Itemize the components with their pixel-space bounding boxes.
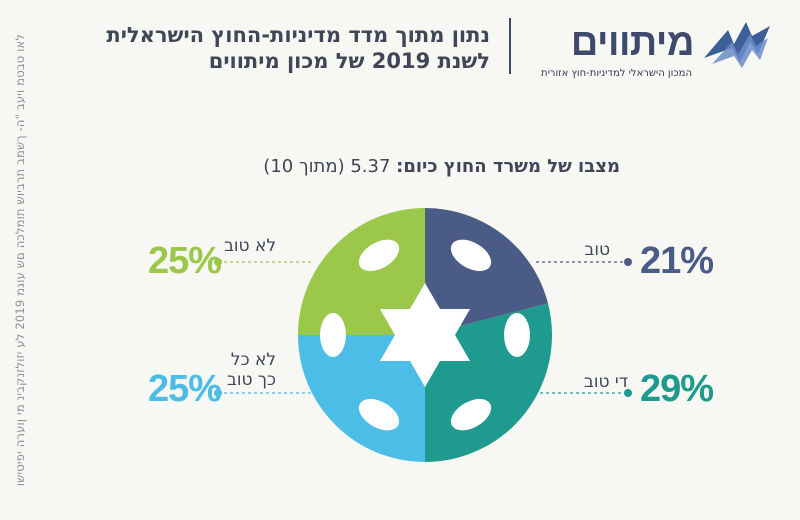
title-line-1: נתון מתוך מדד מדיניות-החוץ הישראלית (106, 23, 490, 47)
page-title: נתון מתוך מדד מדיניות-החוץ הישראלית לשנת… (106, 22, 490, 74)
title-line-2: לשנת 2019 של מכון מיתווים (208, 49, 490, 73)
mitvim-logo: מיתווים המכון הישראלי למדיניות-חוץ אזורי… (532, 14, 772, 86)
star-cutout (320, 239, 530, 431)
label-good: טוב (584, 240, 610, 260)
subtitle-value: 5.37 (350, 156, 391, 177)
label-not-good: לא טוב (224, 236, 276, 256)
subtitle-lead: מצבו של משרד החוץ כיום: (396, 156, 620, 177)
slice-good (425, 208, 549, 335)
pct-fairly-good: 29% (640, 368, 714, 410)
chart-subtitle: מצבו של משרד החוץ כיום: 5.37 (מתוך 10) (263, 156, 620, 177)
pct-good: 21% (640, 240, 714, 282)
logo-name: מיתווים (570, 22, 695, 64)
leader-good (536, 258, 632, 266)
logo-wing-icon (704, 22, 770, 68)
logo-tagline: המכון הישראלי למדיניות-חוץ אזורית (541, 68, 692, 79)
slice-not-so-good (298, 335, 425, 462)
header-divider (509, 18, 511, 74)
label-not-so-good-line-2: כך טוב (226, 370, 276, 390)
pct-not-good: 25% (148, 240, 222, 282)
leader-fairly-good (540, 389, 632, 397)
label-fairly-good: די טוב (584, 372, 628, 392)
leader-not-so-good (214, 389, 312, 397)
pct-not-so-good: 25% (148, 368, 222, 410)
leader-not-good (214, 258, 312, 266)
label-not-so-good: לא כל כך טוב (227, 350, 276, 390)
subtitle-suffix: (מתוך 10) (263, 156, 345, 177)
slice-not-good (298, 208, 425, 335)
label-not-so-good-line-1: לא כל (230, 350, 276, 370)
